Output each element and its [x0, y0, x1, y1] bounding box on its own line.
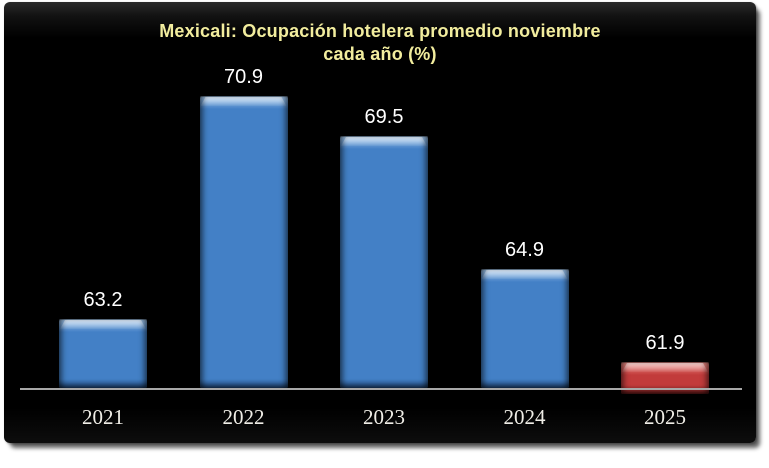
value-label-2021: 63.2	[83, 289, 123, 311]
plot-area: 63.2 70.9 69.5 64.9 61.9 2021 2022 2023 2024 202…	[4, 2, 756, 443]
category-label-2025: 2025	[644, 405, 686, 429]
category-label-2021: 2021	[82, 405, 124, 429]
value-label-2023: 69.5	[364, 106, 404, 128]
chart-title: Mexicali: Ocupación hotelera promedio no…	[159, 21, 601, 64]
category-label-2023: 2023	[363, 405, 405, 429]
category-label-2022: 2022	[222, 405, 265, 429]
value-label-2024: 64.9	[505, 239, 544, 261]
bar-2024	[480, 269, 569, 388]
bar-2021	[59, 319, 147, 388]
value-label-2025: 61.9	[645, 332, 685, 354]
bar-2022	[199, 96, 288, 388]
x-axis-line	[20, 388, 742, 390]
chart-frame: Mexicali: Ocupación hotelera promedio no…	[4, 2, 756, 443]
value-label-2022: 70.9	[224, 66, 263, 88]
bar-2023	[340, 136, 428, 388]
category-label-2024: 2024	[503, 405, 546, 429]
